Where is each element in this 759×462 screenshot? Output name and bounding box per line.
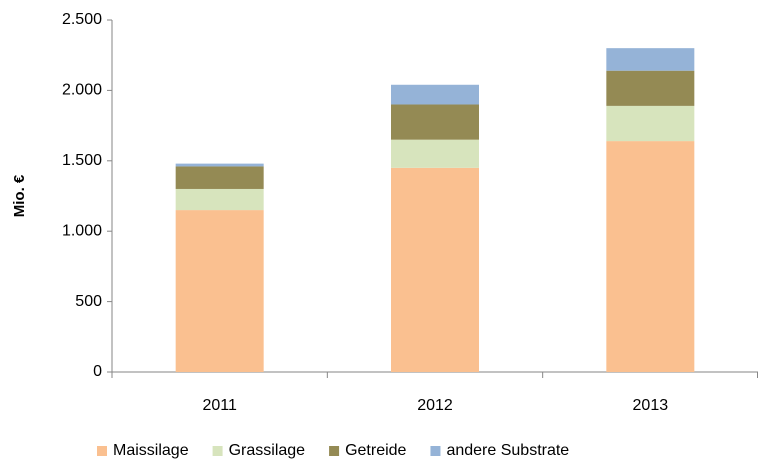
legend-swatch bbox=[212, 446, 223, 456]
bar-segment bbox=[606, 70, 695, 106]
legend-label: Maissilage bbox=[113, 442, 189, 459]
y-tick-label: 1.000 bbox=[62, 222, 102, 239]
y-axis-label: Mio. € bbox=[11, 174, 28, 217]
y-tick-label: 1.500 bbox=[62, 152, 102, 169]
bar-segment bbox=[175, 163, 264, 167]
x-tick-label: 2011 bbox=[202, 397, 237, 414]
bar-segment bbox=[175, 166, 264, 189]
bar-segment bbox=[606, 141, 695, 372]
bar-segment bbox=[391, 139, 479, 168]
x-tick-label: 2013 bbox=[633, 397, 669, 414]
legend-swatch bbox=[329, 446, 340, 456]
bar-segment bbox=[175, 188, 264, 211]
y-tick-label: 0 bbox=[93, 363, 102, 380]
bar-segment bbox=[606, 48, 695, 71]
legend-label: Grassilage bbox=[229, 442, 306, 459]
bar-segment bbox=[391, 84, 479, 105]
legend-swatch bbox=[430, 446, 441, 456]
y-tick-label: 500 bbox=[75, 293, 102, 310]
legend-label: Getreide bbox=[345, 442, 406, 459]
bar-segment bbox=[391, 167, 479, 372]
bar-segment bbox=[175, 210, 264, 372]
x-tick-label: 2012 bbox=[417, 397, 453, 414]
y-tick-label: 2.500 bbox=[62, 11, 102, 28]
bar-segment bbox=[606, 105, 695, 142]
bar-segment bbox=[391, 104, 479, 140]
legend-label: andere Substrate bbox=[446, 442, 569, 459]
y-tick-label: 2.000 bbox=[62, 82, 102, 99]
legend-swatch bbox=[97, 446, 107, 456]
